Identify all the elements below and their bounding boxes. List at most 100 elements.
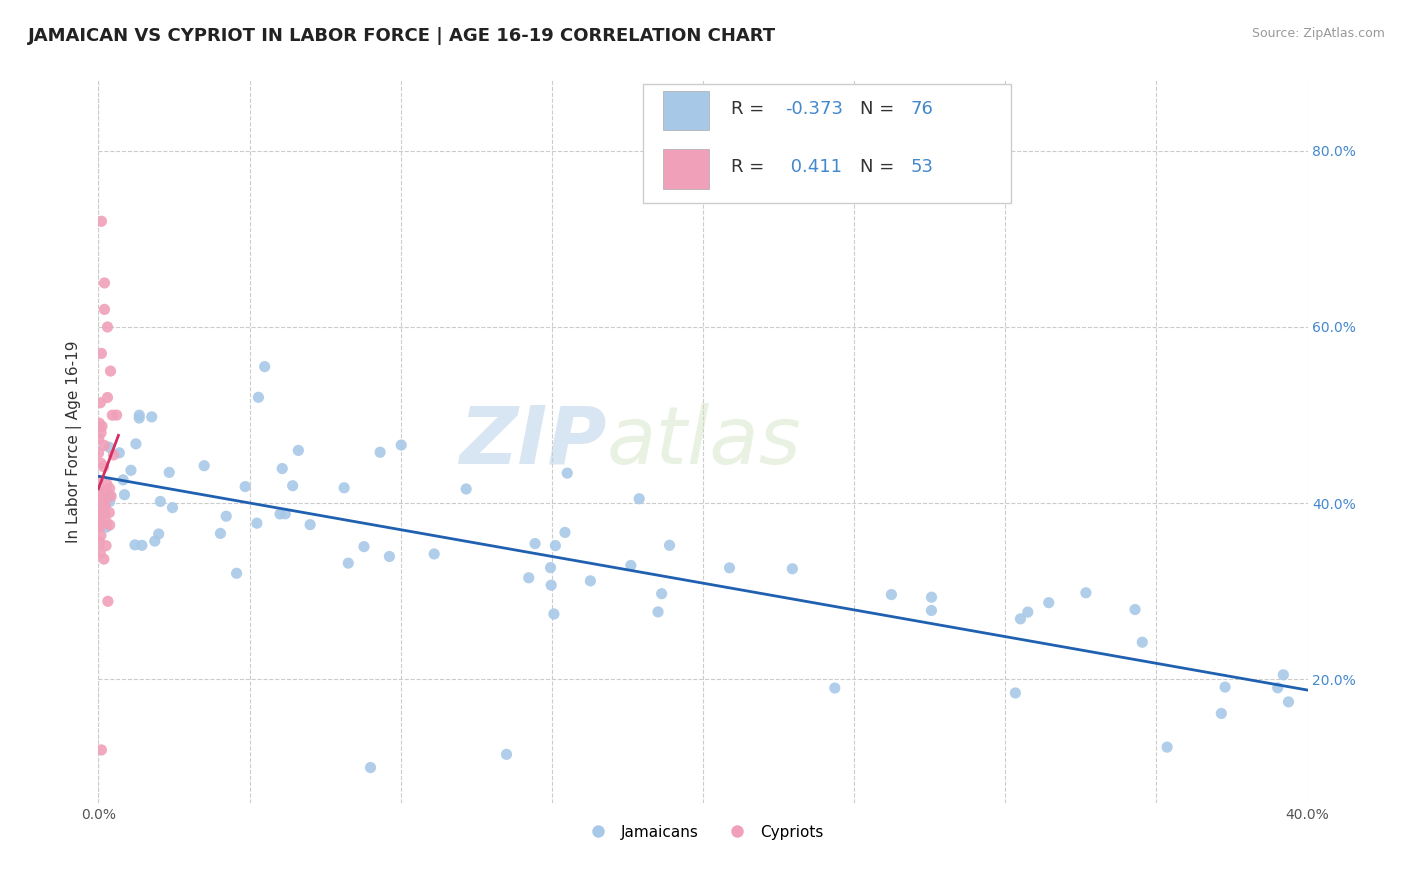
Text: R =: R = xyxy=(731,100,770,118)
Point xyxy=(1213,680,1236,694)
Point xyxy=(91,495,114,509)
Point xyxy=(271,461,294,475)
Bar xyxy=(664,149,709,189)
Point xyxy=(89,418,111,433)
Point xyxy=(101,408,124,422)
Point xyxy=(131,538,153,552)
Point xyxy=(89,484,111,499)
Point xyxy=(647,605,669,619)
Text: ZIP: ZIP xyxy=(458,402,606,481)
Text: atlas: atlas xyxy=(606,402,801,481)
Point xyxy=(89,395,111,409)
Point xyxy=(98,482,121,496)
Point xyxy=(87,474,110,488)
Point xyxy=(93,486,115,500)
Point xyxy=(337,556,360,570)
Point xyxy=(456,482,478,496)
Text: 53: 53 xyxy=(911,158,934,176)
Point xyxy=(89,497,111,511)
Point xyxy=(233,479,256,493)
Point xyxy=(193,458,215,473)
Point xyxy=(125,437,148,451)
Point xyxy=(215,509,238,524)
Point xyxy=(651,587,673,601)
Point xyxy=(93,302,115,317)
Point xyxy=(517,571,540,585)
Point xyxy=(96,391,118,405)
Point xyxy=(87,432,110,446)
Point xyxy=(124,538,146,552)
Point xyxy=(93,506,115,520)
Legend: Jamaicans, Cypriots: Jamaicans, Cypriots xyxy=(576,819,830,846)
Point xyxy=(89,545,111,559)
Point xyxy=(93,459,115,474)
Text: Source: ZipAtlas.com: Source: ZipAtlas.com xyxy=(1251,27,1385,40)
Point xyxy=(89,515,111,529)
Point xyxy=(360,760,382,774)
Point xyxy=(108,446,131,460)
Point xyxy=(91,419,114,434)
Point xyxy=(157,466,180,480)
Point xyxy=(89,416,111,430)
Point xyxy=(105,408,128,422)
Point xyxy=(274,507,297,521)
Bar xyxy=(664,91,709,130)
Point xyxy=(543,607,565,621)
Point xyxy=(94,498,117,512)
Point xyxy=(162,500,184,515)
Point xyxy=(90,500,112,515)
Point xyxy=(718,561,741,575)
Point xyxy=(209,526,232,541)
Point xyxy=(90,743,112,757)
Point xyxy=(97,594,120,608)
Point xyxy=(143,534,166,549)
Point xyxy=(555,466,578,480)
Point xyxy=(148,527,170,541)
Point xyxy=(246,516,269,531)
Point xyxy=(540,560,562,574)
Point xyxy=(1267,681,1289,695)
Point xyxy=(1074,586,1097,600)
Y-axis label: In Labor Force | Age 16-19: In Labor Force | Age 16-19 xyxy=(66,340,83,543)
Point xyxy=(90,516,112,531)
Point xyxy=(96,520,118,534)
FancyBboxPatch shape xyxy=(643,84,1011,203)
Point xyxy=(782,562,804,576)
Point xyxy=(120,463,142,477)
Point xyxy=(149,494,172,508)
Point xyxy=(112,473,135,487)
Point xyxy=(1156,740,1178,755)
Point xyxy=(378,549,401,564)
Point xyxy=(90,517,112,532)
Text: -0.373: -0.373 xyxy=(785,100,844,118)
Point xyxy=(1272,668,1295,682)
Point xyxy=(96,515,118,529)
Point xyxy=(93,552,115,566)
Point xyxy=(824,681,846,695)
Point xyxy=(247,390,270,404)
Point xyxy=(91,500,114,514)
Text: JAMAICAN VS CYPRIOT IN LABOR FORCE | AGE 16-19 CORRELATION CHART: JAMAICAN VS CYPRIOT IN LABOR FORCE | AGE… xyxy=(28,27,776,45)
Point xyxy=(658,538,681,552)
Point xyxy=(90,425,112,440)
Point xyxy=(544,539,567,553)
Point xyxy=(96,320,118,334)
Point xyxy=(253,359,276,374)
Point xyxy=(1017,605,1039,619)
Point xyxy=(87,446,110,460)
Point xyxy=(921,591,943,605)
Point xyxy=(920,603,942,617)
Point xyxy=(1038,596,1060,610)
Point xyxy=(128,408,150,422)
Point xyxy=(90,456,112,470)
Point xyxy=(98,506,121,520)
Point xyxy=(141,409,163,424)
Point xyxy=(423,547,446,561)
Point xyxy=(1211,706,1233,721)
Point xyxy=(281,479,304,493)
Text: 0.411: 0.411 xyxy=(785,158,842,176)
Text: R =: R = xyxy=(731,158,770,176)
Point xyxy=(287,443,309,458)
Point xyxy=(90,346,112,360)
Point xyxy=(269,507,291,521)
